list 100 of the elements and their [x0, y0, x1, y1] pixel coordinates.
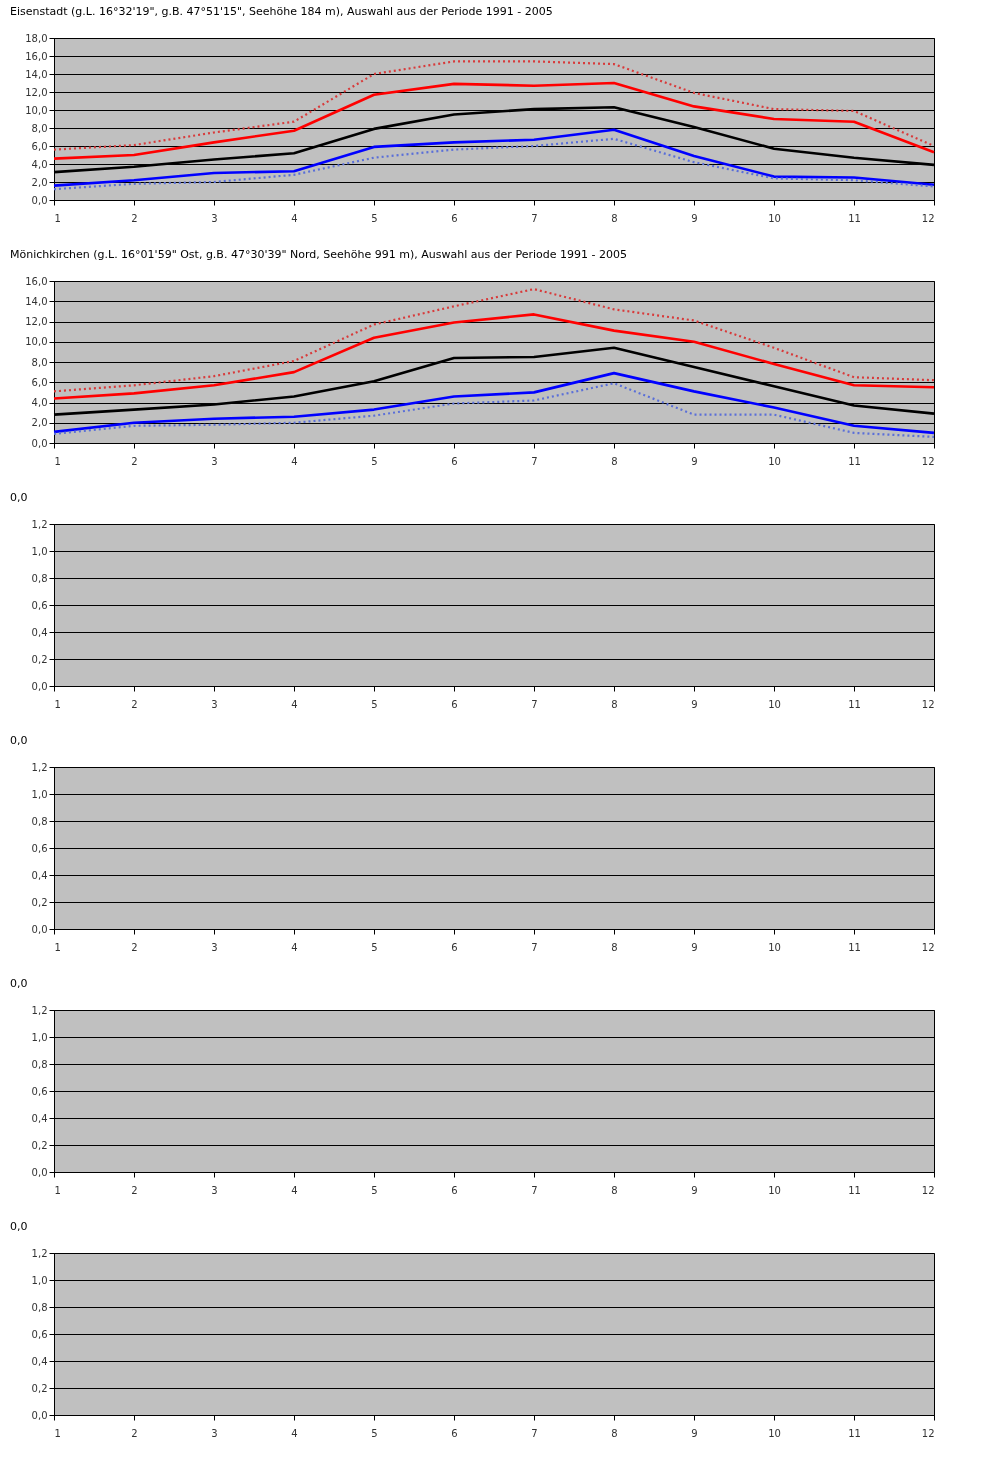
- x-tick-label: 3: [211, 698, 218, 710]
- x-tick-label: 11: [848, 941, 861, 953]
- y-tick-label: 1,2: [31, 1004, 48, 1016]
- y-tick-label: 18,0: [25, 32, 48, 44]
- x-tick-label: 1: [54, 698, 61, 710]
- y-tick-label: 0,6: [31, 1085, 48, 1097]
- x-tick-label: 3: [211, 1427, 218, 1439]
- y-tick-label: 0,4: [31, 626, 48, 638]
- y-tick-label: 0,0: [31, 437, 48, 449]
- y-tick-label: 2,0: [31, 176, 48, 188]
- x-tick-label: 9: [691, 698, 698, 710]
- x-tick-label: 5: [371, 1184, 378, 1196]
- x-tick-label: 5: [371, 212, 378, 224]
- y-tick-label: 1,2: [31, 761, 48, 773]
- chart-title: 0,0: [10, 491, 28, 504]
- x-tick-label: 10: [768, 212, 781, 224]
- x-tick-label: 10: [768, 1184, 781, 1196]
- y-tick-label: 0,4: [31, 1112, 48, 1124]
- y-tick-label: 0,6: [31, 1328, 48, 1340]
- y-tick-label: 0,0: [31, 1166, 48, 1178]
- y-tick-label: 12,0: [25, 86, 48, 98]
- x-tick-label: 5: [371, 698, 378, 710]
- x-tick-label: 4: [291, 212, 298, 224]
- y-tick-label: 12,0: [25, 316, 48, 327]
- x-tick-label: 6: [451, 698, 458, 710]
- x-tick-label: 5: [371, 455, 378, 467]
- y-tick-label: 16,0: [25, 50, 48, 62]
- x-tick-label: 9: [691, 455, 698, 467]
- x-tick-label: 6: [451, 941, 458, 953]
- x-tick-label: 9: [691, 1427, 698, 1439]
- x-tick-label: 1: [54, 1427, 61, 1439]
- x-tick-label: 11: [848, 212, 861, 224]
- x-tick-label: 10: [768, 455, 781, 467]
- y-tick-label: 1,0: [31, 788, 48, 800]
- x-tick-label: 5: [371, 1427, 378, 1439]
- x-tick-label: 6: [451, 1427, 458, 1439]
- x-tick-label: 7: [531, 941, 538, 953]
- y-tick-label: 0,2: [31, 653, 48, 665]
- y-tick-label: 8,0: [31, 122, 48, 134]
- y-tick-label: 1,2: [31, 518, 48, 530]
- x-tick-label: 9: [691, 1184, 698, 1196]
- y-tick-label: 8,0: [31, 356, 48, 368]
- y-tick-label: 0,0: [31, 680, 48, 692]
- chart-title: Eisenstadt (g.L. 16°32'19", g.B. 47°51'15", Seehöhe 184 m), Auswahl aus der Periode 1991 - 2005: [10, 5, 553, 18]
- x-tick-label: 4: [291, 698, 298, 710]
- y-tick-label: 0,8: [31, 1058, 48, 1070]
- x-tick-label: 10: [768, 698, 781, 710]
- x-tick-label: 2: [131, 1184, 138, 1196]
- x-tick-label: 2: [131, 941, 138, 953]
- y-tick-label: 10,0: [25, 336, 48, 348]
- x-tick-label: 2: [131, 698, 138, 710]
- x-tick-label: 6: [451, 212, 458, 224]
- x-tick-label: 11: [848, 455, 861, 467]
- x-tick-label: 12: [921, 1427, 935, 1439]
- x-tick-label: 8: [611, 698, 618, 710]
- y-tick-label: 2,0: [31, 417, 48, 429]
- x-tick-label: 8: [611, 212, 618, 224]
- x-tick-label: 5: [371, 941, 378, 953]
- x-tick-label: 12: [921, 212, 935, 224]
- x-tick-label: 10: [768, 1427, 781, 1439]
- chart-title: 0,0: [10, 977, 28, 990]
- x-tick-label: 11: [848, 1427, 861, 1439]
- y-tick-label: 14,0: [25, 295, 48, 307]
- y-tick-label: 0,4: [31, 1355, 48, 1367]
- x-tick-label: 12: [921, 455, 935, 467]
- x-tick-label: 1: [54, 941, 61, 953]
- x-tick-label: 9: [691, 941, 698, 953]
- x-tick-label: 8: [611, 1184, 618, 1196]
- x-tick-label: 7: [531, 455, 538, 467]
- y-tick-label: 16,0: [25, 275, 48, 287]
- x-tick-label: 3: [211, 212, 218, 224]
- x-tick-label: 10: [768, 941, 781, 953]
- x-tick-label: 4: [291, 941, 298, 953]
- x-tick-label: 4: [291, 1427, 298, 1439]
- y-tick-label: 1,0: [31, 1274, 48, 1286]
- x-tick-label: 8: [611, 455, 618, 467]
- x-tick-label: 8: [611, 941, 618, 953]
- x-tick-label: 4: [291, 455, 298, 467]
- y-tick-label: 1,0: [31, 545, 48, 557]
- y-tick-label: 0,2: [31, 896, 48, 908]
- x-tick-label: 3: [211, 1184, 218, 1196]
- x-tick-label: 3: [211, 941, 218, 953]
- x-tick-label: 12: [921, 941, 935, 953]
- y-tick-label: 0,0: [31, 923, 48, 935]
- x-tick-label: 6: [451, 455, 458, 467]
- x-tick-label: 11: [848, 1184, 861, 1196]
- x-tick-label: 1: [54, 212, 61, 224]
- x-tick-label: 9: [691, 212, 698, 224]
- y-tick-label: 0,6: [31, 842, 48, 854]
- x-tick-label: 12: [921, 698, 935, 710]
- x-tick-label: 8: [611, 1427, 618, 1439]
- y-tick-label: 6,0: [31, 376, 48, 388]
- y-tick-label: 0,0: [31, 1409, 48, 1421]
- x-tick-label: 3: [211, 455, 218, 467]
- x-tick-label: 1: [54, 1184, 61, 1196]
- y-tick-label: 10,0: [25, 104, 48, 116]
- y-tick-label: 0,8: [31, 572, 48, 584]
- x-tick-label: 1: [54, 455, 61, 467]
- y-tick-label: 1,0: [31, 1031, 48, 1043]
- y-tick-label: 0,2: [31, 1382, 48, 1394]
